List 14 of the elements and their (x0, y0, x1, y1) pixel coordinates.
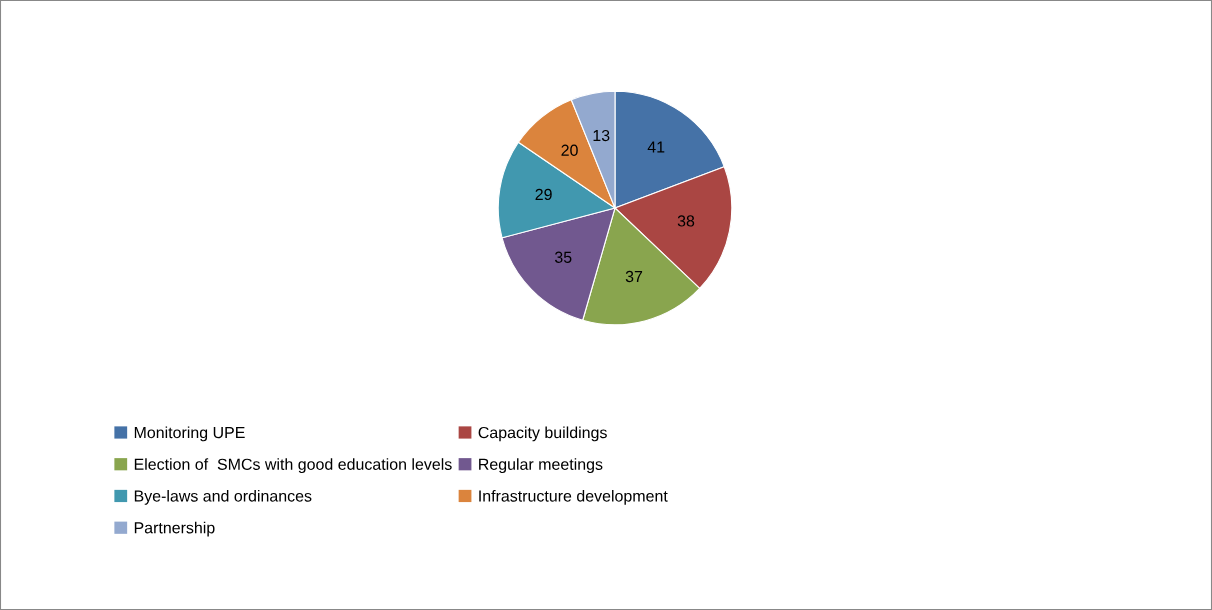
data-label: 20 (561, 144, 578, 156)
data-label: 13 (593, 129, 610, 142)
data-label: 37 (625, 270, 643, 283)
legend-label: Election of SMCs with good education levels (134, 458, 452, 474)
legend-label: Monitoring UPE (134, 426, 245, 442)
legend-label: Regular meetings (479, 458, 603, 474)
legend-label: Bye-laws and ordinances (134, 489, 312, 505)
data-label: 38 (677, 215, 695, 227)
data-label: 35 (554, 251, 572, 263)
legend-label: Infrastructure development (479, 489, 668, 505)
data-label: 41 (647, 141, 665, 153)
legend-label: Capacity buildings (478, 426, 607, 442)
legend-label: Partnership (134, 521, 215, 537)
data-label: 29 (535, 188, 552, 201)
